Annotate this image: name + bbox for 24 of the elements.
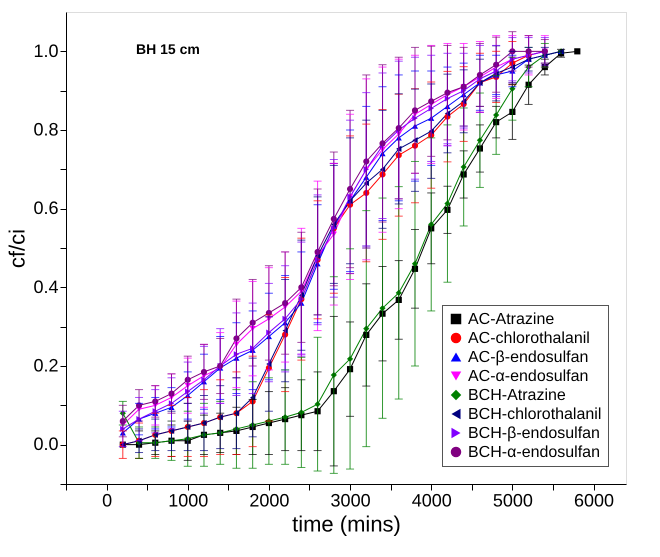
x-axis-title: time (mins)	[292, 512, 401, 536]
legend-label: BCH-β-endosulfan	[468, 425, 600, 442]
legend-label: BCH-α-endosulfan	[468, 444, 600, 461]
y-tick-label: 0.2	[33, 356, 58, 376]
legend-label: BCH-chlorothalanil	[468, 406, 602, 423]
x-tick-label: 1000	[168, 490, 208, 510]
x-tick-label: 0	[102, 490, 112, 510]
x-tick-label: 5000	[492, 490, 533, 510]
x-tick-label: 6000	[574, 490, 614, 510]
legend-label: AC-α-endosulfan	[468, 368, 588, 385]
legend-label: AC-Atrazine	[468, 311, 554, 328]
y-tick-label: 0.0	[33, 434, 58, 454]
y-tick-label: 0.8	[33, 120, 58, 140]
y-tick-label: 0.4	[33, 276, 58, 297]
x-tick-label: 2000	[249, 490, 290, 510]
legend-label: AC-chlorothalanil	[468, 330, 590, 347]
annotation: BH 15 cm	[136, 41, 200, 57]
legend-label: BCH-Atrazine	[468, 387, 566, 404]
y-axis-title: cf/ci	[4, 228, 30, 268]
x-tick-label: 3000	[330, 490, 371, 510]
legend-label: AC-β-endosulfan	[468, 349, 588, 366]
y-tick-label: 1.0	[33, 40, 58, 61]
y-tick-label: 0.6	[33, 198, 58, 218]
x-tick-label: 4000	[412, 490, 452, 510]
